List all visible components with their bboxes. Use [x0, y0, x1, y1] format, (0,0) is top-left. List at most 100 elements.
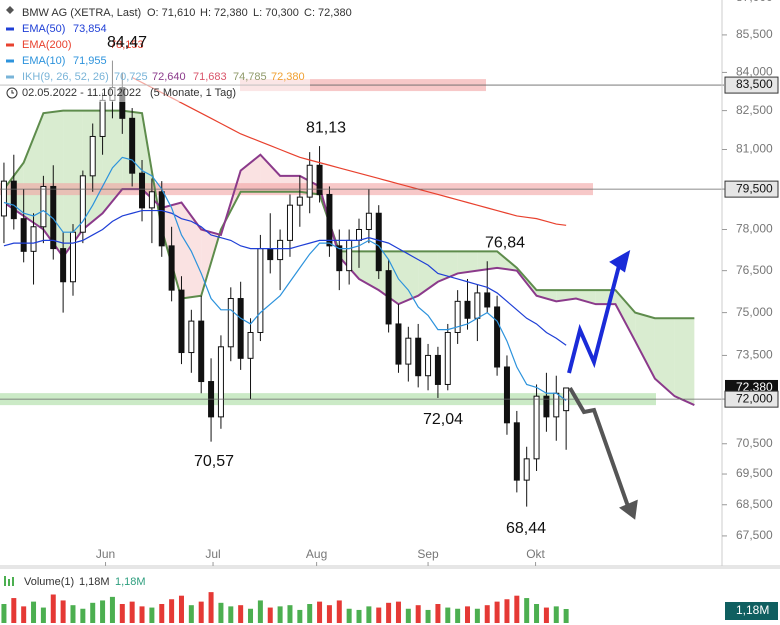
volume-bar: [386, 602, 392, 623]
candle-body: [415, 337, 422, 377]
legend-value: 78,153: [110, 39, 144, 51]
volume-bar: [257, 600, 263, 623]
volume-bar: [504, 599, 510, 623]
cloud-segment: [576, 290, 596, 305]
candle-body: [316, 164, 323, 195]
cloud-segment: [674, 318, 695, 406]
volume-bar: [484, 605, 490, 623]
candle-body: [385, 270, 392, 325]
volume-bar: [169, 599, 175, 623]
title: BMW AG (XETRA, Last): [22, 7, 141, 19]
volume-bar: [445, 607, 451, 623]
legend-swatch: [6, 59, 14, 63]
volume-bar: [109, 596, 115, 623]
volume-bar: [1, 604, 7, 623]
volume-last-label: 1,18M: [736, 603, 769, 617]
ema-line: [3, 209, 567, 346]
volume-icon: [8, 579, 10, 586]
y-tick-label: 73,500: [736, 348, 773, 362]
candle-body: [425, 354, 432, 377]
volume-name: Volume(1): [24, 576, 74, 588]
y-tick-label: 70,500: [736, 436, 773, 450]
price-annotation: 84,47: [107, 34, 147, 51]
candle-body: [168, 245, 175, 291]
volume-bar: [405, 608, 411, 623]
volume-bar: [238, 605, 244, 623]
cloud-segment: [398, 251, 419, 305]
candle-body: [227, 298, 234, 348]
y-tick-label: 84,000: [736, 65, 773, 79]
candle-body: [296, 196, 303, 206]
volume-bar: [534, 604, 540, 623]
candle-body: [286, 204, 293, 241]
price-annotation: 76,84: [485, 234, 525, 251]
volume-bar: [563, 608, 569, 623]
volume-bar: [317, 601, 323, 623]
volume-bar: [287, 605, 293, 623]
down-arrow: [568, 386, 632, 513]
down-arrow-head: [619, 499, 638, 520]
volume-bar: [159, 604, 165, 623]
volume-last-box: [725, 602, 778, 620]
y-tick-label: 87,000: [736, 0, 773, 4]
volume-bar: [465, 606, 471, 623]
cloud-segment: [477, 251, 498, 271]
volume-bar: [307, 604, 313, 623]
candle-body: [89, 135, 96, 177]
period-note: (5 Monate, 1 Tag): [150, 87, 236, 99]
volume-bar: [395, 601, 401, 623]
candle-body: [474, 292, 481, 319]
cloud-segment: [536, 290, 557, 302]
y-tick-label: 67,500: [736, 528, 773, 542]
volume-bar: [553, 606, 559, 623]
legend-name: EMA(200): [22, 39, 72, 51]
candle-body: [405, 337, 412, 365]
x-tick-label: Jul: [205, 547, 220, 561]
candle-body: [464, 300, 471, 319]
volume-bar: [178, 595, 184, 623]
ichimoku-reading: 72,640: [152, 71, 186, 83]
volume-reading: 1,18M: [79, 576, 110, 588]
volume-bar: [415, 605, 421, 623]
legend-value: 73,854: [73, 23, 107, 35]
volume-bar: [80, 608, 86, 623]
candle-body: [79, 175, 86, 233]
ichimoku-reading: 74,785: [233, 71, 267, 83]
volume-bar: [366, 606, 372, 623]
price-annotation: 72,04: [423, 411, 463, 428]
x-tick-label: Sep: [417, 547, 439, 561]
volume-bar: [21, 606, 27, 623]
candle-body: [326, 193, 333, 247]
legend-swatch: [6, 75, 14, 79]
volume-bar: [356, 609, 362, 623]
plot-area: [0, 60, 724, 507]
y-tick-label: 68,500: [736, 497, 773, 511]
volume-bar: [376, 607, 382, 623]
cloud-segment: [240, 154, 261, 192]
volume-reading: 1,18M: [115, 576, 146, 588]
volume-bar: [100, 600, 106, 623]
cloud-segment: [615, 290, 636, 342]
volume-bar: [228, 606, 234, 623]
candle-body: [257, 248, 264, 333]
legend-swatch: [6, 43, 14, 47]
level-box: [724, 76, 779, 94]
candle-body: [198, 320, 205, 383]
candle-body: [494, 306, 501, 368]
candle-body: [20, 218, 27, 252]
volume-bar: [31, 601, 37, 623]
candle-body: [30, 226, 37, 252]
candle-body: [356, 228, 363, 241]
candle-body: [267, 248, 274, 261]
volume-bar: [139, 606, 145, 623]
volume-bar: [336, 600, 342, 623]
candle-body: [0, 180, 7, 217]
cloud-segment: [260, 154, 281, 192]
ichimoku-reading: 71,683: [193, 71, 227, 83]
volume-bar: [70, 605, 76, 623]
y-tick-label: 85,500: [736, 27, 773, 41]
volume-bar: [129, 601, 135, 623]
ichimoku-reading: 70,725: [114, 71, 148, 83]
level-box: [724, 390, 779, 408]
